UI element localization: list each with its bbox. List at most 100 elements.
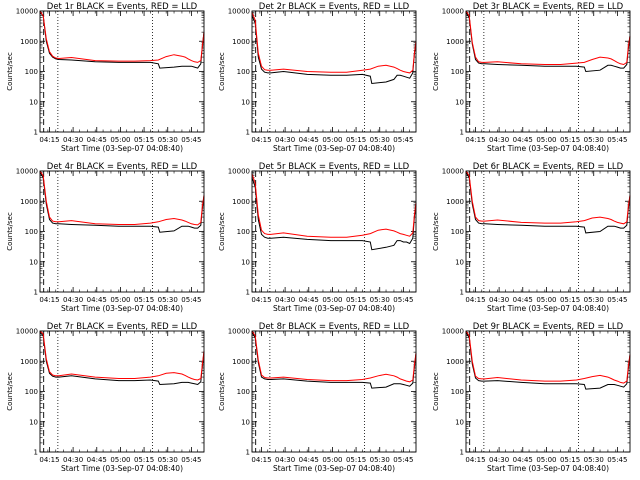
- x-tick-label: 05:15: [346, 456, 366, 464]
- y-tick-label: 10000: [228, 8, 250, 16]
- chart-title: Det 9r BLACK = Events, RED = LLD: [473, 322, 624, 332]
- x-axis-label: Start Time (03-Sep-07 04:08:40): [487, 144, 609, 153]
- x-tick-label: 04:45: [87, 136, 107, 144]
- y-tick-label: 10: [241, 418, 250, 426]
- x-tick-label: 05:00: [110, 296, 130, 304]
- x-tick-label: 04:30: [275, 136, 295, 144]
- plot-frame: [465, 10, 631, 133]
- y-tick-label: 100: [451, 228, 464, 236]
- x-tick-label: 04:30: [63, 296, 83, 304]
- x-tick-label: 05:45: [607, 136, 627, 144]
- y-tick-label: 1000: [20, 358, 38, 366]
- chart-title: Det 4r BLACK = Events, RED = LLD: [47, 162, 198, 172]
- y-tick-label: 10000: [16, 8, 38, 16]
- y-tick-label: 1: [460, 289, 464, 297]
- y-tick-label: 1000: [446, 358, 464, 366]
- y-tick-label: 100: [25, 228, 38, 236]
- x-tick-label: 05:15: [134, 296, 154, 304]
- y-tick-label: 1000: [20, 198, 38, 206]
- x-tick-label: 05:15: [346, 296, 366, 304]
- x-tick-label: 04:30: [489, 136, 509, 144]
- x-tick-label: 04:45: [513, 136, 533, 144]
- x-tick-label: 05:45: [393, 136, 413, 144]
- chart-panel-7: Det 7r BLACK = Events, RED = LLD Counts/s…: [6, 322, 205, 473]
- y-tick-label: 10: [241, 258, 250, 266]
- events-series-line: [465, 12, 631, 73]
- lld-series-line: [251, 330, 417, 383]
- x-tick-label: 04:45: [299, 456, 319, 464]
- x-tick-label: 05:00: [110, 136, 130, 144]
- x-tick-label: 04:15: [465, 136, 485, 144]
- y-axis-label: Counts/sec: [432, 52, 440, 91]
- chart-panel-6: Det 6r BLACK = Events, RED = LLD Counts/s…: [432, 162, 631, 313]
- y-tick-label: 1000: [232, 358, 250, 366]
- y-axis-label: Counts/sec: [432, 372, 440, 411]
- chart-title: Det 2r BLACK = Events, RED = LLD: [259, 2, 410, 12]
- chart-title: Det 1r BLACK = Events, RED = LLD: [47, 2, 198, 12]
- plot-frame: [465, 170, 631, 293]
- x-tick-label: 05:15: [560, 296, 580, 304]
- lld-series-line: [251, 12, 417, 74]
- x-tick-label: 04:15: [251, 136, 271, 144]
- y-tick-label: 10000: [442, 8, 464, 16]
- x-tick-label: 04:15: [251, 456, 271, 464]
- x-tick-label: 04:45: [87, 296, 107, 304]
- x-tick-label: 05:15: [560, 456, 580, 464]
- lld-series-line: [39, 330, 205, 381]
- y-tick-label: 1: [460, 129, 464, 137]
- y-tick-label: 100: [25, 68, 38, 76]
- x-tick-label: 05:30: [584, 456, 604, 464]
- events-series-line: [251, 177, 417, 251]
- y-tick-label: 10000: [16, 168, 38, 176]
- x-tick-label: 05:30: [158, 296, 178, 304]
- y-tick-label: 100: [25, 388, 38, 396]
- x-tick-label: 04:30: [63, 456, 83, 464]
- x-tick-label: 05:30: [370, 136, 390, 144]
- y-tick-label: 10: [29, 418, 38, 426]
- y-tick-label: 1: [460, 449, 464, 457]
- y-tick-label: 100: [451, 388, 464, 396]
- y-axis-label: Counts/sec: [218, 372, 226, 411]
- y-tick-label: 100: [451, 68, 464, 76]
- x-tick-label: 05:15: [346, 136, 366, 144]
- chart-panel-9: Det 9r BLACK = Events, RED = LLD Counts/s…: [432, 322, 631, 473]
- plot-frame: [39, 170, 205, 293]
- x-tick-label: 04:15: [465, 456, 485, 464]
- x-tick-label: 04:45: [513, 456, 533, 464]
- y-tick-label: 10000: [16, 328, 38, 336]
- x-tick-label: 04:45: [299, 296, 319, 304]
- x-tick-label: 04:15: [39, 136, 59, 144]
- y-tick-label: 1000: [232, 38, 250, 46]
- x-tick-label: 05:15: [134, 136, 154, 144]
- x-tick-label: 04:15: [39, 296, 59, 304]
- y-tick-label: 10: [29, 258, 38, 266]
- x-tick-label: 05:15: [134, 456, 154, 464]
- x-tick-label: 05:30: [158, 456, 178, 464]
- plot-frame: [39, 330, 205, 453]
- x-tick-label: 05:45: [181, 296, 201, 304]
- y-tick-label: 100: [237, 388, 250, 396]
- y-tick-label: 1000: [446, 198, 464, 206]
- chart-panel-3: Det 3r BLACK = Events, RED = LLD Counts/s…: [432, 2, 631, 153]
- x-tick-label: 05:45: [181, 456, 201, 464]
- x-tick-label: 05:00: [322, 136, 342, 144]
- events-series-line: [39, 12, 205, 69]
- x-axis-label: Start Time (03-Sep-07 04:08:40): [487, 464, 609, 473]
- y-axis-label: Counts/sec: [218, 212, 226, 251]
- x-tick-label: 05:45: [393, 456, 413, 464]
- y-axis-label: Counts/sec: [6, 212, 14, 251]
- chart-title: Det 7r BLACK = Events, RED = LLD: [47, 322, 198, 332]
- events-series-line: [465, 332, 631, 390]
- lld-series-line: [465, 170, 631, 225]
- x-tick-label: 05:30: [370, 456, 390, 464]
- x-tick-label: 05:00: [322, 456, 342, 464]
- y-tick-label: 1000: [232, 198, 250, 206]
- chart-panel-4: Det 4r BLACK = Events, RED = LLD Counts/s…: [6, 162, 205, 313]
- chart-title: Det 3r BLACK = Events, RED = LLD: [473, 2, 624, 12]
- x-tick-label: 05:00: [536, 296, 556, 304]
- x-axis-label: Start Time (03-Sep-07 04:08:40): [487, 304, 609, 313]
- plot-frame: [39, 10, 205, 133]
- y-axis-label: Counts/sec: [6, 372, 14, 411]
- x-tick-label: 05:00: [536, 136, 556, 144]
